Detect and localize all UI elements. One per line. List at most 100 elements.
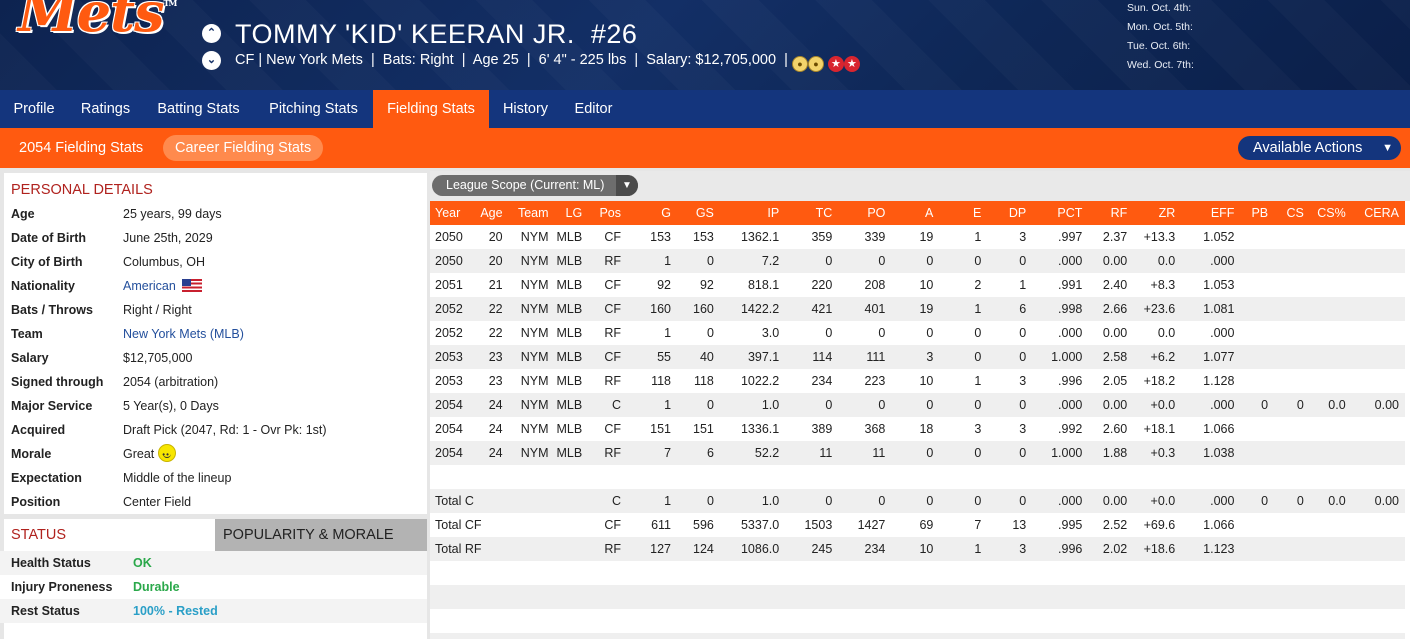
tab-editor[interactable]: Editor — [574, 101, 613, 117]
team-link[interactable]: New York Mets — [266, 52, 363, 68]
column-header-gs[interactable]: GS — [677, 201, 720, 225]
table-cell — [1133, 633, 1182, 639]
table-cell: 0 — [677, 393, 720, 417]
detail-label: Team — [11, 327, 43, 341]
table-cell: NYM — [508, 249, 555, 273]
table-cell — [627, 465, 678, 489]
table-cell: .000 — [1181, 393, 1241, 417]
table-cell — [508, 609, 555, 633]
table-cell — [1181, 585, 1241, 609]
table-cell: 2052 — [430, 297, 475, 321]
table-cell — [891, 585, 940, 609]
tab-batting-stats[interactable]: Batting Stats — [157, 101, 240, 117]
table-cell — [1088, 585, 1134, 609]
table-row[interactable]: 2053 23 NYM MLB CF 55 40 397.1 114 111 3 0 0 1.000 2.5… — [430, 345, 1405, 369]
table-cell — [1309, 345, 1352, 369]
column-header-rf[interactable]: RF — [1088, 201, 1134, 225]
detail-value[interactable]: New York Mets (MLB) — [123, 327, 244, 341]
tab-history[interactable]: History — [502, 101, 549, 117]
table-cell — [1032, 561, 1089, 585]
table-row[interactable]: 2054 24 NYM MLB C 1 0 1.0 0 0 0 0 0.000 0.00 +0.0.000 0… — [430, 393, 1405, 417]
column-header-pb[interactable]: PB — [1240, 201, 1275, 225]
table-cell — [1088, 465, 1134, 489]
table-cell: 0 — [939, 321, 988, 345]
table-row[interactable]: 2051 21 NYM MLB CF 92 92 818.1 220 208 10 2 1.991 2.4… — [430, 273, 1405, 297]
table-cell — [1274, 441, 1310, 465]
column-header-age[interactable]: Age — [474, 201, 509, 225]
table-cell — [987, 561, 1033, 585]
table-row[interactable]: 2052 22 NYM MLB RF 1 0 3.0 0 0 0 0 0.000 0.00 0.0.000 — [430, 321, 1405, 345]
column-header-eff[interactable]: EFF — [1181, 201, 1241, 225]
column-header-dp[interactable]: DP — [987, 201, 1033, 225]
table-cell: 0 — [939, 249, 988, 273]
status-label: Rest Status — [11, 604, 80, 618]
table-row[interactable]: 2052 22 NYM MLB CF 160 160 1422.2 421 401 19 1 6.998… — [430, 297, 1405, 321]
table-cell: 1022.2 — [719, 369, 786, 393]
detail-value[interactable]: American — [123, 274, 202, 298]
table-cell: 24 — [474, 393, 509, 417]
table-cell — [719, 465, 786, 489]
subtab-career-fielding[interactable]: Career Fielding Stats — [163, 135, 324, 161]
table-total-row[interactable]: Total RF RF 127 124 1086.0 245 234 10 1 3.996 2.02… — [430, 537, 1405, 561]
table-cell — [430, 465, 475, 489]
previous-player-icon[interactable]: ⌃ — [202, 24, 221, 43]
column-header-zr[interactable]: ZR — [1133, 201, 1182, 225]
column-header-cs-pct[interactable]: CS% — [1309, 201, 1352, 225]
tab-pitching-stats[interactable]: Pitching Stats — [269, 101, 358, 117]
table-cell: 0 — [838, 321, 892, 345]
column-header-ip[interactable]: IP — [719, 201, 786, 225]
table-total-row[interactable]: Total CF CF 611 596 5337.0 1503 1427 69 7 13.995 2… — [430, 513, 1405, 537]
tab-profile[interactable]: Profile — [13, 101, 55, 117]
personal-details-title: PERSONAL DETAILS — [11, 182, 153, 198]
table-cell — [939, 465, 988, 489]
table-cell — [1274, 633, 1310, 639]
column-header-pct[interactable]: PCT — [1032, 201, 1089, 225]
column-header-cs[interactable]: CS — [1274, 201, 1310, 225]
table-cell: 234 — [838, 537, 892, 561]
column-header-tc[interactable]: TC — [785, 201, 839, 225]
detail-value: Center Field — [123, 495, 192, 509]
column-header-lg[interactable]: LG — [554, 201, 589, 225]
table-cell: 2.37 — [1088, 225, 1134, 249]
column-header-g[interactable]: G — [627, 201, 678, 225]
table-cell: 3 — [987, 537, 1033, 561]
table-cell — [891, 465, 940, 489]
table-cell — [1032, 585, 1089, 609]
league-scope-dropdown[interactable]: League Scope (Current: ML) ▼ — [432, 175, 638, 196]
table-row[interactable]: 2054 24 NYM MLB RF 7 6 52.2 11 11 0 0 0 1.000 1.88 +0.3… — [430, 441, 1405, 465]
column-header-team[interactable]: Team — [508, 201, 555, 225]
table-cell: 10 — [891, 537, 940, 561]
award-coin-icon: ● — [791, 56, 808, 72]
column-header-cera[interactable]: CERA — [1351, 201, 1405, 225]
table-cell: 127 — [627, 537, 678, 561]
subtab-2054-fielding[interactable]: 2054 Fielding Stats — [19, 140, 144, 156]
next-player-icon[interactable]: ⌄ — [202, 51, 221, 70]
table-total-row[interactable]: Total C C 1 0 1.0 0 0 0 0 0.000 0.00 +0.0.000 0 0 0.0 0… — [430, 489, 1405, 513]
table-row[interactable]: 2050 20 NYM MLB RF 1 0 7.2 0 0 0 0 0.000 0.00 0.0.000 — [430, 249, 1405, 273]
column-header-po[interactable]: PO — [838, 201, 892, 225]
table-cell — [987, 633, 1033, 639]
table-cell: 0 — [1240, 393, 1275, 417]
column-header-a[interactable]: A — [891, 201, 940, 225]
table-cell — [1240, 513, 1275, 537]
popularity-morale-tab[interactable]: POPULARITY & MORALE — [215, 519, 427, 551]
column-header-year[interactable]: Year — [430, 201, 475, 225]
column-header-pos[interactable]: Pos — [588, 201, 627, 225]
tab-fielding-stats[interactable]: Fielding Stats — [373, 90, 489, 128]
table-cell: 2.58 — [1088, 345, 1134, 369]
table-cell — [1032, 465, 1089, 489]
table-cell: 0 — [1240, 489, 1275, 513]
table-cell: .996 — [1032, 369, 1089, 393]
available-actions-button[interactable]: Available Actions ▼ — [1238, 136, 1401, 160]
table-row[interactable]: 2050 20 NYM MLB CF 153 153 1362.1 359 339 19 1 3.997… — [430, 225, 1405, 249]
table-cell — [1309, 561, 1352, 585]
table-cell: +0.0 — [1133, 393, 1182, 417]
table-row[interactable]: 2054 24 NYM MLB CF 151 151 1336.1 389 368 18 3 3.992… — [430, 417, 1405, 441]
status-tab[interactable]: STATUS — [4, 519, 215, 551]
table-cell: 55 — [627, 345, 678, 369]
tab-ratings[interactable]: Ratings — [80, 101, 131, 117]
table-cell — [677, 633, 720, 639]
table-cell: +0.0 — [1133, 489, 1182, 513]
table-row[interactable]: 2053 23 NYM MLB RF 118 118 1022.2 234 223 10 1 3.996… — [430, 369, 1405, 393]
column-header-e[interactable]: E — [939, 201, 988, 225]
